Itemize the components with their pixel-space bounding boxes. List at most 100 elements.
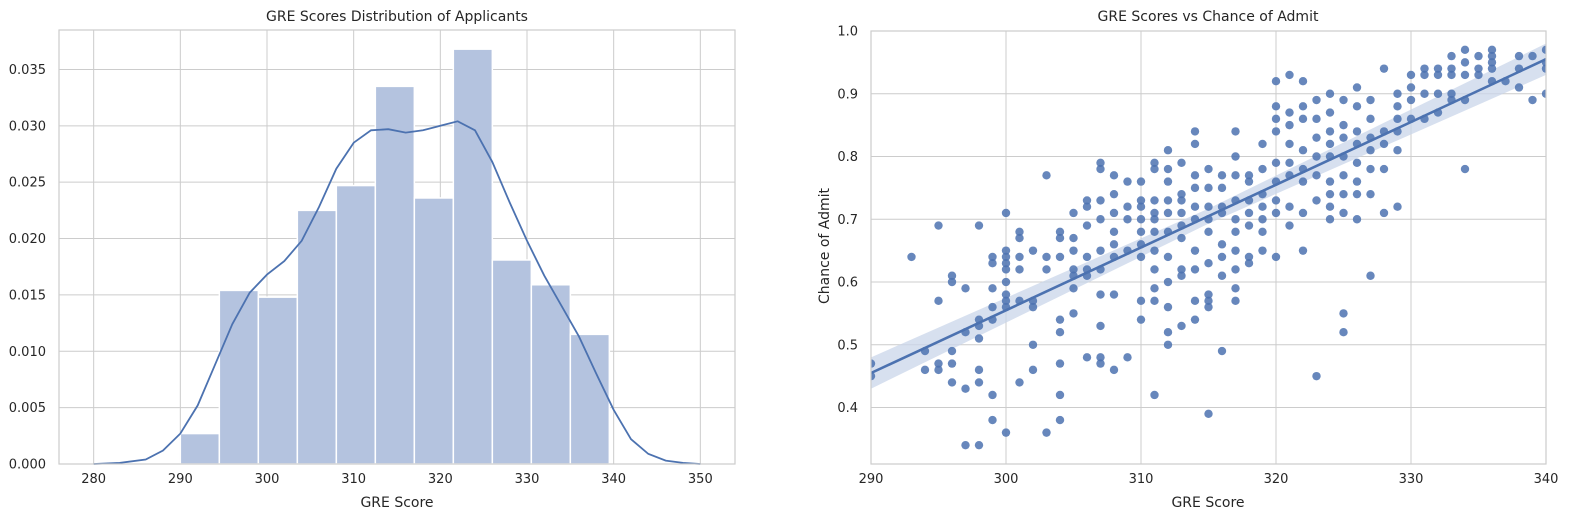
- scatter-point: [1312, 196, 1321, 205]
- scatter-point: [1460, 164, 1470, 174]
- scatter-point: [1244, 221, 1254, 230]
- scatter-point: [1001, 246, 1011, 255]
- scatter-point: [1312, 152, 1321, 161]
- scatter-point: [947, 277, 957, 287]
- scatter-point: [1271, 127, 1281, 136]
- scatter-point: [1298, 146, 1308, 155]
- scatter-point: [1393, 202, 1402, 211]
- scatter-point: [1298, 77, 1308, 86]
- y-tick-label: 0.000: [9, 458, 46, 473]
- scatter-point: [1082, 221, 1092, 230]
- scatter-point: [1528, 51, 1537, 61]
- scatter-point: [1136, 177, 1146, 186]
- y-tick-label: 0.005: [9, 401, 46, 416]
- x-tick-label: 310: [1129, 472, 1154, 487]
- scatter-point: [1325, 189, 1335, 199]
- bars: [179, 48, 611, 465]
- scatter-point: [1406, 70, 1416, 80]
- scatter-point: [1285, 158, 1294, 167]
- scatter-point: [1231, 215, 1240, 224]
- scatter-point: [1163, 146, 1173, 155]
- scatter-point: [1028, 365, 1038, 375]
- scatter-point: [1109, 240, 1119, 249]
- scatter-point: [1339, 120, 1348, 130]
- scatter-point: [1366, 271, 1375, 280]
- histogram-chart: GRE Scores Distribution of Applicants GR…: [9, 9, 736, 511]
- histogram-bar: [413, 197, 455, 465]
- scatter-point: [1028, 246, 1038, 255]
- scatter-point: [1298, 102, 1308, 111]
- scatter-point: [1055, 415, 1065, 425]
- scatter-point: [1258, 202, 1267, 211]
- scatter-point: [1136, 202, 1146, 211]
- scatter-point: [1055, 390, 1065, 400]
- scatter-point: [1042, 171, 1051, 180]
- scatter-point: [920, 365, 930, 375]
- scatter-point: [1001, 277, 1011, 287]
- scatter-point: [1109, 365, 1119, 375]
- scatter-point: [1028, 302, 1038, 312]
- scatter-point: [974, 221, 984, 230]
- histogram-bar: [374, 85, 416, 465]
- scatter-point: [1393, 146, 1402, 155]
- scatter-point: [1393, 89, 1402, 98]
- scatter-point: [1136, 196, 1146, 205]
- scatter-point: [1190, 265, 1200, 274]
- y-tick-label: 0.010: [9, 345, 46, 360]
- scatter-point: [1379, 208, 1389, 218]
- scatter-point: [1055, 252, 1065, 262]
- scatter-point: [1177, 265, 1186, 274]
- scatter-point: [1190, 246, 1200, 255]
- scatter-point: [1244, 252, 1254, 262]
- scatter-point: [1528, 95, 1537, 105]
- scatter-point: [1015, 378, 1024, 387]
- scatter-point: [934, 365, 943, 375]
- scatter-point: [974, 440, 984, 450]
- scatter-point: [1096, 290, 1105, 299]
- scatter-point: [1069, 208, 1078, 218]
- scatter-point: [1447, 89, 1456, 98]
- scatter-point: [1001, 428, 1011, 437]
- scatter-point: [1055, 328, 1065, 337]
- scatter-point: [1150, 215, 1159, 224]
- scatter-point: [1271, 102, 1281, 111]
- scatter-point: [1285, 221, 1294, 230]
- scatter-point: [1312, 371, 1321, 381]
- scatter-point: [1366, 164, 1375, 174]
- scatter-point: [1177, 321, 1186, 331]
- chart-title: GRE Scores vs Chance of Admit: [1098, 9, 1319, 25]
- scatter-point: [1352, 189, 1362, 199]
- x-tick-label: 340: [601, 472, 626, 487]
- scatter-point: [1163, 340, 1173, 349]
- scatter-point: [947, 346, 957, 356]
- scatter-point: [1217, 171, 1227, 180]
- scatter-point: [1487, 51, 1497, 61]
- histogram-bar: [296, 209, 338, 465]
- scatter-point: [1163, 164, 1173, 174]
- scatter-point: [1298, 114, 1308, 124]
- scatter-point: [1190, 171, 1200, 180]
- scatter-point: [1433, 64, 1443, 73]
- scatter-point: [1163, 208, 1173, 218]
- scatter-point: [1082, 252, 1092, 262]
- scatter-point: [1285, 108, 1294, 117]
- scatter-point: [1258, 164, 1267, 174]
- scatter-point: [1231, 152, 1240, 161]
- scatter-point: [1069, 284, 1078, 293]
- scatter-point: [947, 378, 957, 387]
- plot-frame: [58, 29, 736, 465]
- scatter-point: [1150, 246, 1159, 255]
- scatter-point: [1339, 171, 1348, 180]
- scatter-point: [1204, 202, 1213, 211]
- scatter-point: [934, 359, 943, 368]
- scatter-point: [1163, 302, 1173, 312]
- y-tick-label: 0.015: [9, 288, 46, 303]
- scatter-point: [1231, 284, 1240, 293]
- scatter-point: [871, 371, 876, 381]
- scatter-point: [947, 359, 957, 368]
- scatter-point: [1096, 158, 1105, 167]
- scatter-point: [1271, 196, 1281, 205]
- scatter-point: [1123, 177, 1132, 186]
- scatter-point: [1379, 164, 1389, 174]
